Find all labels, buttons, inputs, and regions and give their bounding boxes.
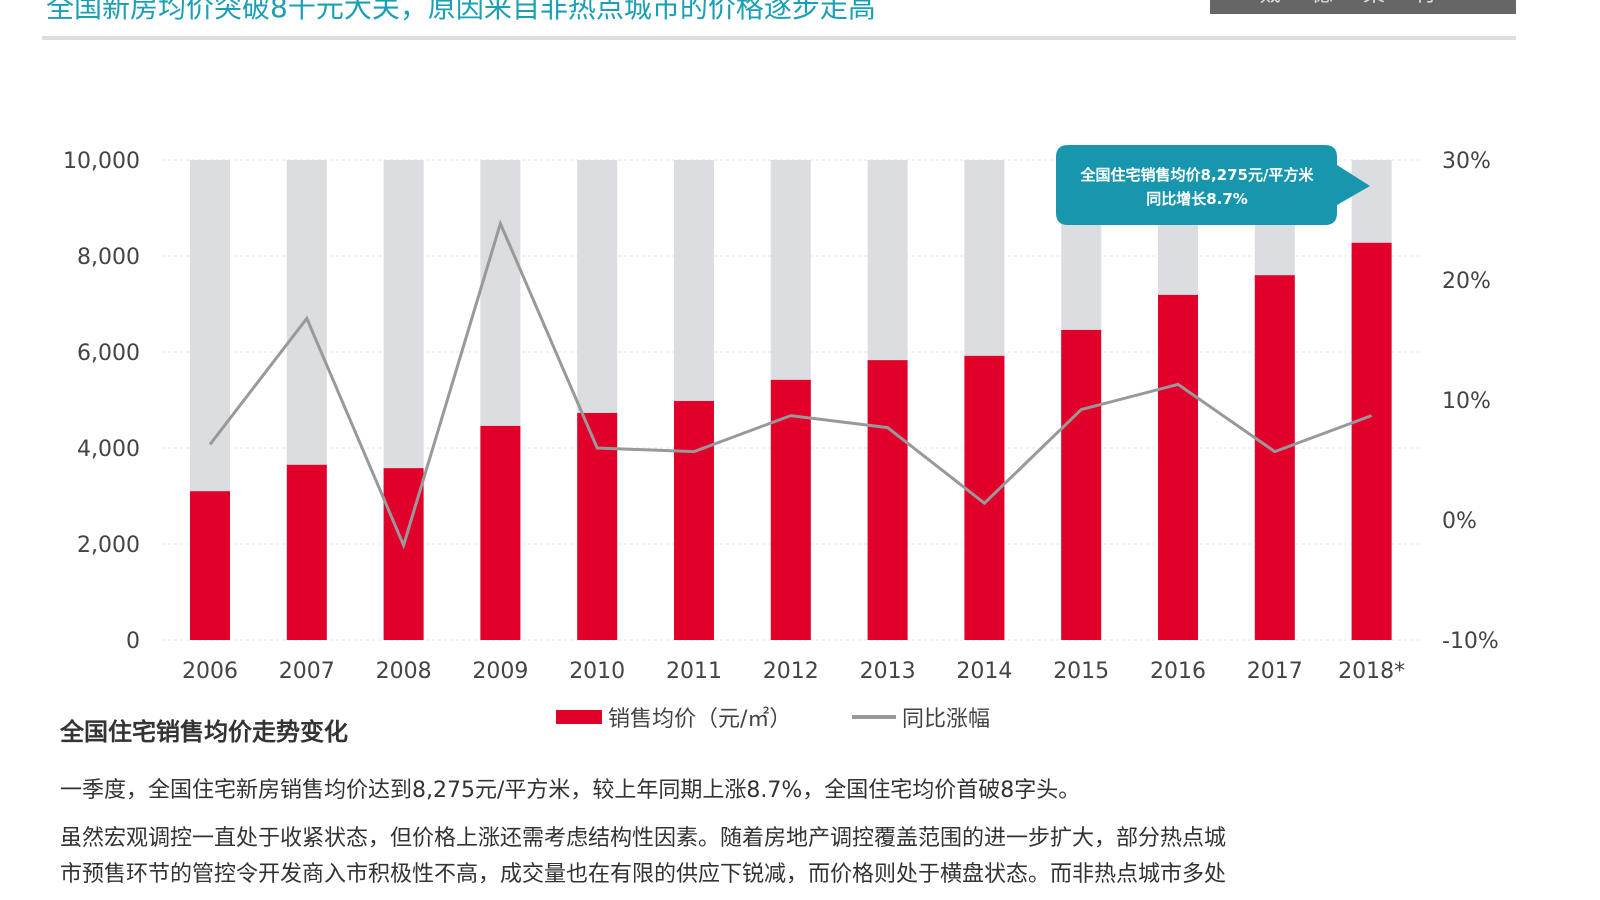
price-chart: 0 2,000 4,000 6,000 8,000 10,000 -10% 0% 10% 20% 3… <box>63 145 1499 732</box>
bar <box>1158 294 1198 640</box>
legend-swatch-bar <box>556 710 602 724</box>
callout-box <box>1056 145 1370 225</box>
callout-line-2: 同比增长8.7% <box>1146 190 1248 208</box>
y2-tick-label: 10% <box>1442 389 1491 414</box>
bar <box>480 425 521 640</box>
y2-tick-label: -10% <box>1442 629 1499 654</box>
x-tick-label: 2012 <box>763 659 819 684</box>
chart-title: 全国住宅销售均价走势变化 <box>60 718 348 746</box>
x-tick-label: 2018* <box>1338 659 1405 684</box>
x-tick-label: 2007 <box>279 659 335 684</box>
bar <box>1351 242 1392 641</box>
x-tick-label: 2006 <box>182 659 238 684</box>
bar <box>867 360 908 640</box>
x-tick-label: 2009 <box>472 659 528 684</box>
y-tick-label: 4,000 <box>77 437 140 462</box>
page-title: 全国新房均价突破8千元大关，原因来自非热点城市的价格逐步走高 <box>46 0 876 24</box>
x-tick-label: 2010 <box>569 659 625 684</box>
y-tick-label: 8,000 <box>77 245 140 270</box>
x-tick-label: 2016 <box>1150 659 1206 684</box>
x-tick-label: 2013 <box>860 659 916 684</box>
paragraph-2: 虽然宏观调控一直处于收紧状态，但价格上涨还需考虑结构性因素。随着房地产调控覆盖范… <box>60 826 1227 851</box>
x-tick-label: 2015 <box>1053 659 1109 684</box>
y2-tick-label: 20% <box>1442 269 1491 294</box>
y2-tick-label: 0% <box>1442 509 1477 534</box>
callout-line-1: 全国住宅销售均价8,275元/平方米 <box>1080 166 1315 184</box>
y-tick-label: 10,000 <box>63 149 140 174</box>
x-tick-label: 2014 <box>956 659 1012 684</box>
bar <box>577 412 618 640</box>
legend-label-bar: 销售均价（元/㎡） <box>608 706 791 732</box>
y-tick-label: 6,000 <box>77 341 140 366</box>
divider <box>42 36 1516 40</box>
paragraph-1: 一季度，全国住宅新房销售均价达到8,275元/平方米，较上年同期上涨8.7%，全… <box>60 778 1081 803</box>
brand-tag: 戴德梁行 <box>1210 0 1516 14</box>
bar <box>286 464 327 640</box>
bar <box>964 355 1005 640</box>
y-tick-label: 2,000 <box>77 533 140 558</box>
x-tick-label: 2011 <box>666 659 722 684</box>
bar <box>190 491 230 640</box>
bar <box>770 379 811 640</box>
paragraph-3: 市预售环节的管控令开发商入市积极性不高，成交量也在有限的供应下锐减，而价格则处于… <box>60 862 1227 887</box>
y2-tick-label: 30% <box>1442 149 1491 174</box>
legend-label-line: 同比涨幅 <box>902 707 990 732</box>
x-tick-label: 2008 <box>376 659 432 684</box>
bar <box>1061 329 1102 640</box>
bar <box>674 400 714 640</box>
bar <box>1254 275 1295 640</box>
y-tick-label: 0 <box>126 629 140 654</box>
x-tick-label: 2017 <box>1247 659 1303 684</box>
